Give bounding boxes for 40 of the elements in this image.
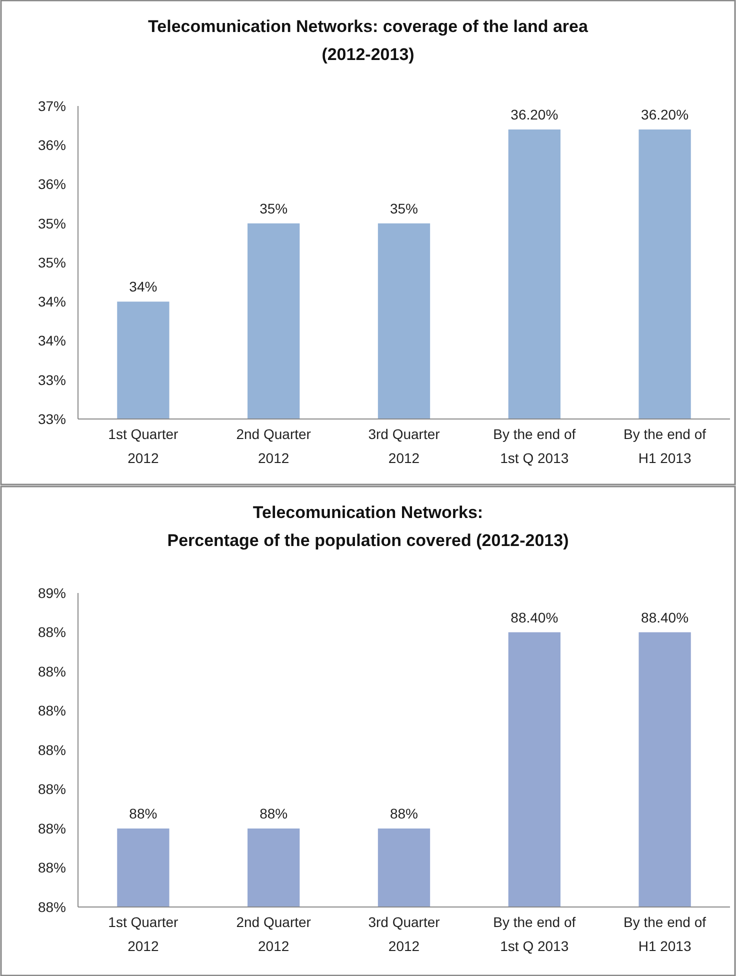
data-label: 88% (260, 806, 288, 822)
y-tick-label: 36% (38, 176, 66, 192)
y-tick-label: 36% (38, 137, 66, 154)
y-tick-label: 88% (38, 702, 66, 719)
data-label: 88.40% (641, 609, 689, 626)
x-tick-label: 1st Quarter 2012 (108, 914, 179, 954)
y-tick-label: 35% (38, 254, 66, 270)
x-tick-label: By the end of 1st Q 2013 (493, 426, 576, 466)
y-tick-label: 88% (38, 781, 66, 798)
chart-title: Telecomunication Networks: coverage of the land area (2012-2013) (148, 17, 588, 64)
x-tick-label: By the end of H1 2013 (624, 426, 706, 466)
y-tick-label: 89% (38, 584, 66, 601)
data-label: 35% (260, 200, 288, 216)
x-tick-label: By the end of 1st Q 2013 (493, 914, 576, 954)
chart-title: Telecomunication Networks: Percentage of the population covered (2012-2013) (167, 503, 569, 550)
x-tick-label: 1st Quarter 2012 (108, 426, 179, 466)
y-tick-label: 33% (38, 372, 66, 388)
y-tick-label: 34% (38, 294, 66, 310)
y-tick-label: 34% (38, 332, 66, 349)
x-tick-label: By the end of H1 2013 (624, 914, 706, 954)
y-tick-label: 88% (38, 624, 66, 640)
data-label: 36.20% (641, 106, 689, 122)
data-label: 36.20% (510, 106, 558, 122)
data-label: 88% (390, 806, 418, 822)
data-label: 34% (129, 278, 158, 295)
y-tick-label: 88% (38, 742, 66, 758)
y-tick-label: 37% (38, 98, 66, 114)
data-label: 35% (390, 200, 418, 216)
y-tick-label: 88% (38, 663, 66, 680)
x-tick-label: 2nd Quarter 2012 (236, 914, 312, 954)
x-tick-label: 3rd Quarter 2012 (368, 426, 440, 466)
data-label: 88% (129, 806, 158, 822)
y-tick-label: 33% (38, 410, 66, 427)
y-tick-label: 35% (38, 215, 66, 232)
data-label: 88.40% (510, 609, 558, 626)
x-tick-label: 2nd Quarter 2012 (236, 426, 312, 466)
x-tick-label: 3rd Quarter 2012 (368, 914, 440, 954)
y-tick-label: 88% (38, 820, 66, 836)
y-tick-label: 88% (38, 860, 66, 876)
y-tick-label: 88% (38, 898, 66, 915)
